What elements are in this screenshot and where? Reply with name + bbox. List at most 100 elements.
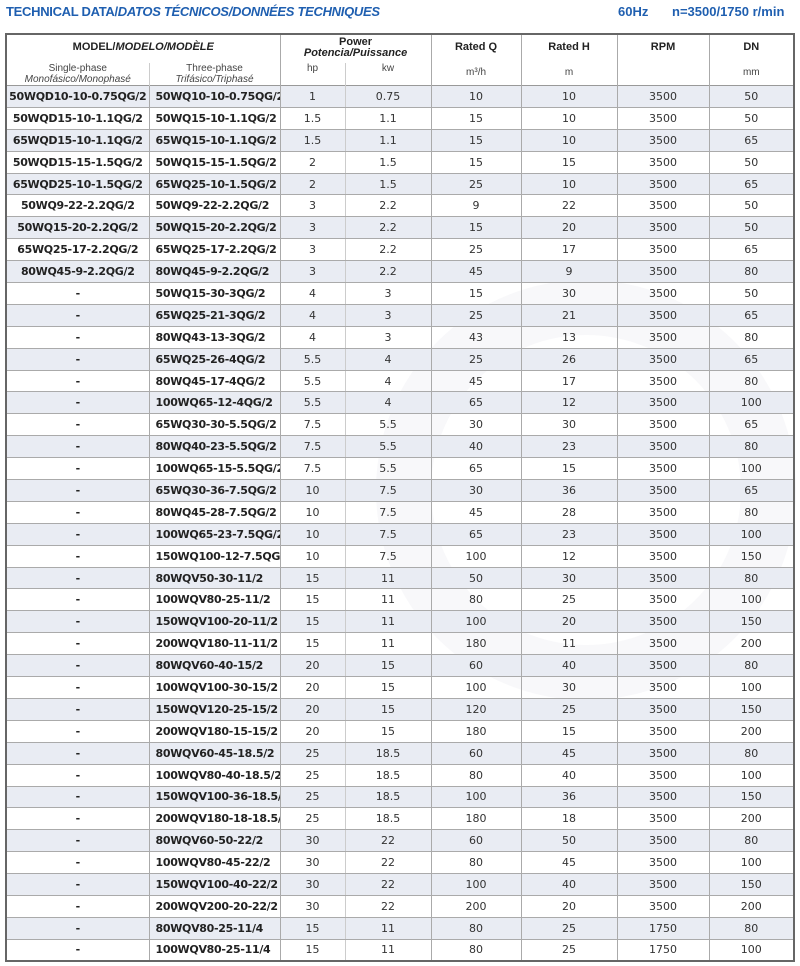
dn-cell: 200: [709, 632, 795, 656]
three-phase-model-cell: 50WQ9-22-2.2QG/2: [149, 194, 281, 218]
rated-h-cell: 25: [521, 917, 618, 940]
three-phase-model-cell: 65WQ25-21-3QG/2: [149, 304, 281, 327]
table-row: -100WQ65-23-7.5QG/2 10 7.5 65 23 3500 100: [6, 523, 795, 546]
three-phase-model-cell: 65WQ30-30-5.5QG/2: [149, 413, 281, 437]
three-phase-model-cell: 80WQV80-25-11/4: [149, 917, 281, 940]
rated-q-cell: 80: [431, 588, 522, 612]
single-phase-model-cell: -: [6, 851, 150, 875]
power-kw-cell: 4: [345, 370, 432, 393]
power-hp-cell: 20: [280, 698, 346, 721]
three-phase-model-cell: 50WQ15-10-1.1QG/2: [149, 107, 281, 130]
rpm-cell: 3500: [617, 479, 710, 502]
three-phase-model-cell: 80WQV60-50-22/2: [149, 829, 281, 853]
three-phase-model-cell: 80WQ40-23-5.5QG/2: [149, 435, 281, 459]
dn-cell: 150: [709, 545, 795, 568]
three-phase-model-cell: 80WQ43-13-3QG/2: [149, 326, 281, 349]
table-row: -200WQV180-15-15/2 20 15 180 15 3500 200: [6, 720, 795, 743]
power-kw-cell: 22: [345, 873, 432, 896]
rated-q-label: Rated Q: [454, 41, 498, 53]
dn-cell: 50: [709, 216, 795, 240]
rated-h-cell: 10: [521, 85, 618, 108]
three-phase-model-cell: 65WQ25-10-1.5QG/2: [149, 173, 281, 196]
table-row: 50WQ9-22-2.2QG/2 50WQ9-22-2.2QG/2 3 2.2 9 22 3…: [6, 194, 795, 218]
rpm-cell: 3500: [617, 829, 710, 853]
single-phase-model-cell: -: [6, 370, 150, 393]
power-hp-cell: 3: [280, 260, 346, 284]
dn-cell: 100: [709, 676, 795, 699]
dn-cell: 50: [709, 151, 795, 174]
dn-label: DN: [743, 41, 760, 53]
rated-q-cell: 100: [431, 676, 522, 699]
dn-cell: 50: [709, 194, 795, 218]
table-row: -50WQ15-30-3QG/2 4 3 15 30 3500 50: [6, 282, 795, 305]
rpm-cell: 3500: [617, 173, 710, 196]
power-kw-cell: 15: [345, 720, 432, 743]
power-kw-cell: 18.5: [345, 786, 432, 809]
dn-cell: 65: [709, 173, 795, 196]
dn-cell: 50: [709, 282, 795, 305]
rpm-cell: 3500: [617, 501, 710, 524]
rpm-cell: 1750: [617, 917, 710, 940]
power-hp-cell: 25: [280, 764, 346, 787]
three-phase-model-cell: 80WQV60-40-15/2: [149, 654, 281, 678]
power-hp-cell: 3: [280, 216, 346, 240]
rated-h-cell: 45: [521, 851, 618, 875]
dn-cell: 150: [709, 786, 795, 809]
rated-q-cell: 30: [431, 413, 522, 437]
rated-q-cell: 80: [431, 917, 522, 940]
dn-cell: 80: [709, 435, 795, 459]
power-kw-cell: 22: [345, 829, 432, 853]
rated-h-header: Rated H m: [521, 34, 618, 86]
single-phase-model-cell: -: [6, 610, 150, 634]
rated-q-cell: 25: [431, 238, 522, 262]
power-hp-cell: 15: [280, 588, 346, 612]
power-kw-cell: 0.75: [345, 85, 432, 108]
rpm-label: RPM: [650, 41, 676, 53]
table-row: -80WQV60-40-15/2 20 15 60 40 3500 80: [6, 654, 795, 678]
technical-data-table: MODEL/MODELO/MODÈLE Power Potencia/Puissa…: [5, 33, 796, 963]
single-phase-header: Single-phase Monofásico/Monophasé: [6, 63, 150, 86]
power-hp-cell: 5.5: [280, 348, 346, 371]
single-phase-model-cell: -: [6, 676, 150, 699]
single-phase-model-cell: -: [6, 282, 150, 305]
power-hp-cell: 4: [280, 326, 346, 349]
power-kw-cell: 18.5: [345, 764, 432, 787]
dn-cell: 80: [709, 370, 795, 393]
single-phase-model-cell: -: [6, 348, 150, 371]
power-kw-cell: 1.5: [345, 151, 432, 174]
three-phase-label: Three-phase: [186, 63, 243, 74]
three-phase-model-cell: 100WQV80-40-18.5/2: [149, 764, 281, 787]
rated-q-cell: 15: [431, 282, 522, 305]
rated-q-cell: 100: [431, 610, 522, 634]
three-phase-model-cell: 150WQV100-36-18.5/2: [149, 786, 281, 809]
power-hp-cell: 30: [280, 895, 346, 918]
dn-cell: 80: [709, 567, 795, 590]
three-phase-model-cell: 200WQV180-15-15/2: [149, 720, 281, 743]
single-phase-model-cell: -: [6, 479, 150, 502]
table-row: -150WQV100-36-18.5/2 25 18.5 100 36 3500 150: [6, 786, 795, 809]
rpm-cell: 3500: [617, 260, 710, 284]
single-phase-model-cell: -: [6, 654, 150, 678]
power-kw-cell: 7.5: [345, 501, 432, 524]
three-phase-model-cell: 150WQ100-12-7.5QG/2: [149, 545, 281, 568]
rpm-cell: 3500: [617, 107, 710, 130]
power-kw-cell: 5.5: [345, 435, 432, 459]
power-hp-cell: 10: [280, 523, 346, 546]
single-phase-model-cell: 65WQD25-10-1.5QG/2: [6, 173, 150, 196]
three-phase-model-cell: 65WQ25-26-4QG/2: [149, 348, 281, 371]
power-hp-cell: 20: [280, 676, 346, 699]
power-label: Power: [339, 36, 373, 48]
power-kw-cell: 2.2: [345, 216, 432, 240]
power-kw-cell: 15: [345, 654, 432, 678]
dn-cell: 65: [709, 479, 795, 502]
table-row: 50WQD10-10-0.75QG/2 50WQ10-10-0.75QG/2 1 0.…: [6, 85, 795, 108]
rated-q-cell: 40: [431, 435, 522, 459]
rated-q-cell: 80: [431, 764, 522, 787]
single-phase-model-cell: -: [6, 391, 150, 415]
three-phase-header: Three-phase Trifásico/Triphasé: [149, 63, 281, 86]
table-row: -200WQV180-11-11/2 15 11 180 11 3500 200: [6, 632, 795, 656]
rpm-cell: 3500: [617, 435, 710, 459]
rated-h-cell: 18: [521, 807, 618, 831]
dn-cell: 80: [709, 654, 795, 678]
dn-cell: 100: [709, 588, 795, 612]
